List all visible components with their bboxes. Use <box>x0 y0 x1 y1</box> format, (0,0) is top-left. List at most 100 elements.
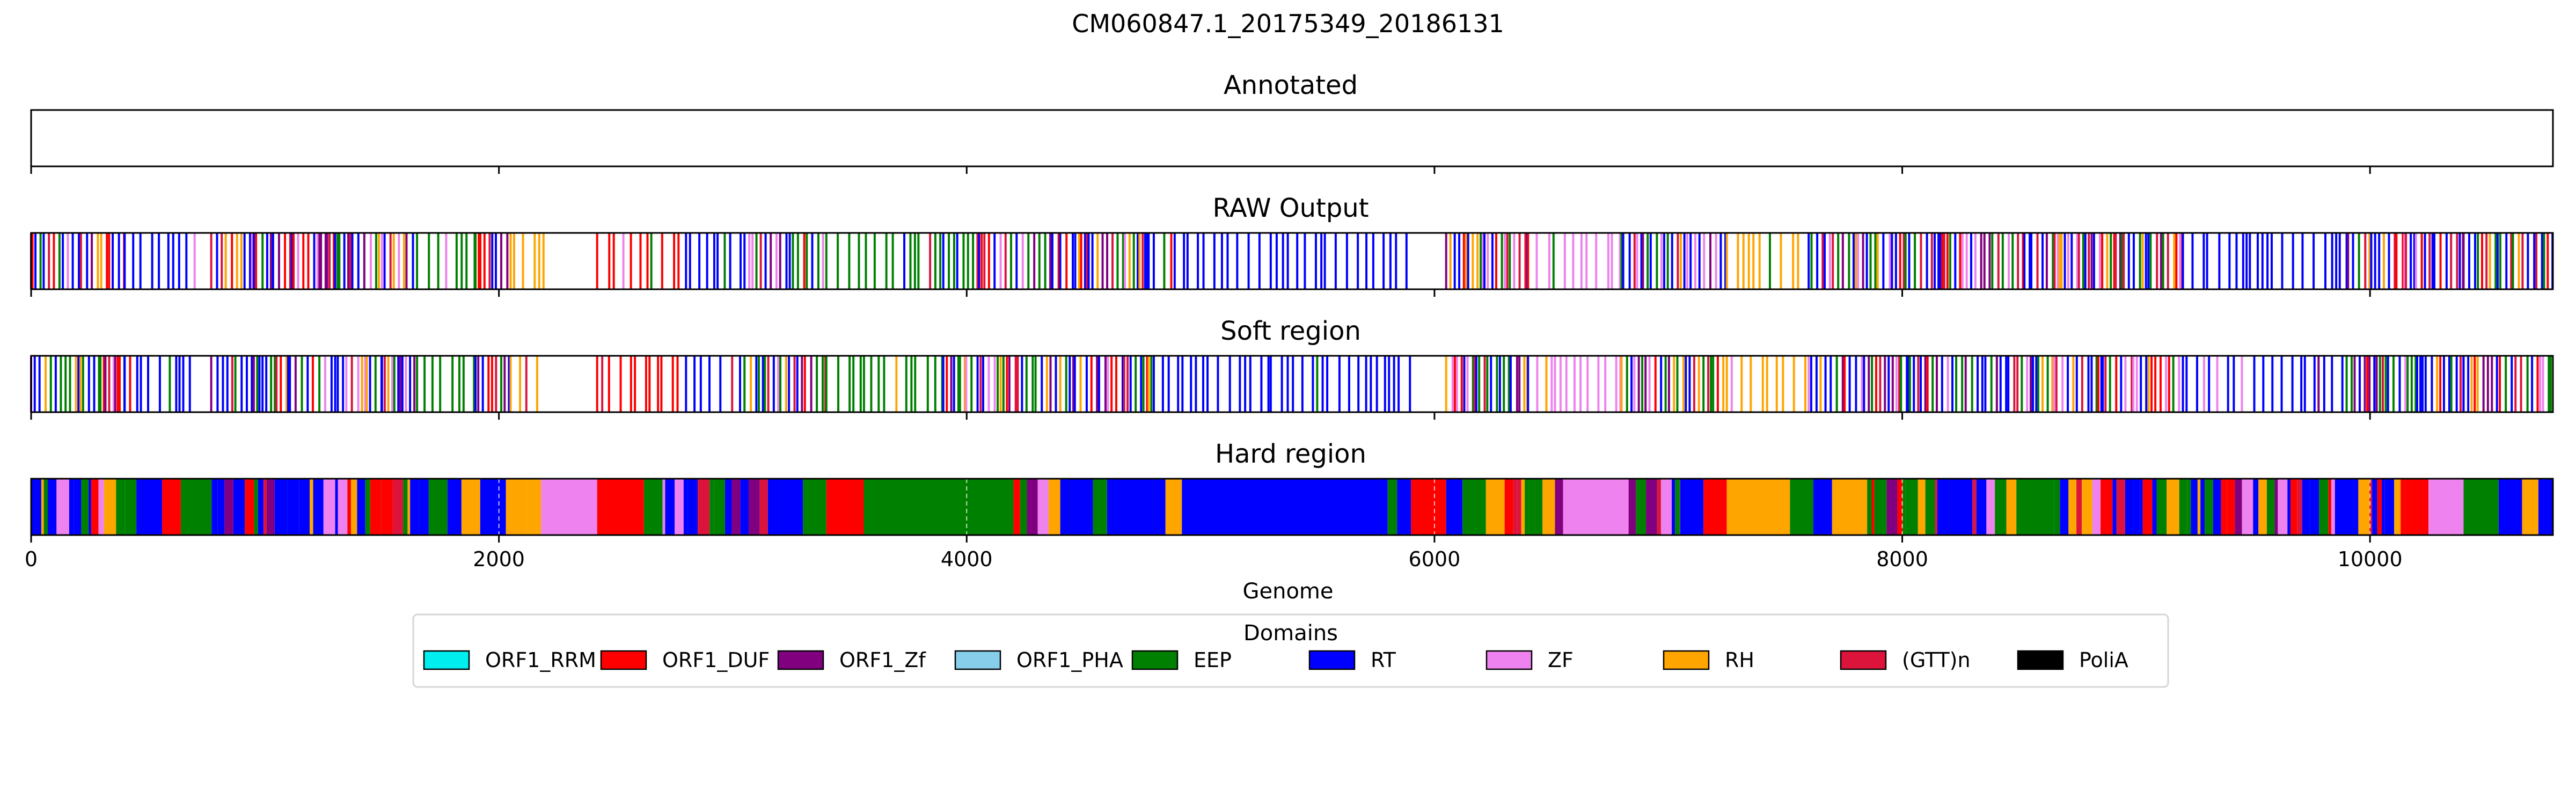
domain-block <box>2274 479 2278 535</box>
legend-swatch <box>1840 650 1887 670</box>
domain-block <box>1925 479 1935 535</box>
domain-block <box>2082 479 2092 535</box>
x-tick-label: 4000 <box>941 547 993 571</box>
domain-block <box>1874 479 1883 535</box>
domain-block <box>69 479 74 535</box>
domain-block <box>2063 479 2069 535</box>
domain-block <box>1529 479 1535 535</box>
legend-item: ORF1_RRM <box>423 648 596 672</box>
domain-block <box>863 479 1014 535</box>
domain-block <box>347 479 351 535</box>
domain-block <box>2319 479 2329 535</box>
domain-block <box>43 479 48 535</box>
legend-label: ORF1_Zf <box>839 648 926 672</box>
legend-item: RT <box>1308 648 1396 672</box>
domain-block <box>1703 479 1727 535</box>
domain-block <box>749 479 760 535</box>
legend-item: (GTT)n <box>1840 648 1971 672</box>
domain-block <box>370 479 382 535</box>
domain-block <box>767 479 803 535</box>
domain-block <box>287 479 299 535</box>
domain-block <box>683 479 688 535</box>
domain-block <box>1902 479 1906 535</box>
domain-block <box>526 479 541 535</box>
domain-block <box>2522 479 2538 535</box>
domain-block <box>2235 479 2242 535</box>
domain-block <box>2152 479 2157 535</box>
domain-block <box>1905 479 1918 535</box>
domain-block <box>254 479 258 535</box>
legend-swatch <box>423 650 470 670</box>
domain-block <box>2221 479 2227 535</box>
panel-title: Hard region <box>1215 439 1366 469</box>
panel-title: Annotated <box>1224 70 1358 100</box>
domain-block <box>2016 479 2019 535</box>
domain-block <box>541 479 597 535</box>
domain-block <box>1672 479 1675 535</box>
domain-block <box>2112 479 2117 535</box>
domain-block <box>1660 479 1672 535</box>
domain-block <box>1542 479 1555 535</box>
domain-block <box>350 479 357 535</box>
domain-block <box>2125 479 2134 535</box>
panel-hard-region: Hard region <box>30 439 2554 543</box>
legend-swatch <box>600 650 647 670</box>
panel-frame <box>30 478 2554 536</box>
domain-block <box>1535 479 1543 535</box>
domain-block <box>31 479 41 535</box>
domain-block <box>2019 479 2054 535</box>
panel-marks <box>30 356 2552 412</box>
domain-block <box>136 479 163 535</box>
domain-block <box>1013 479 1020 535</box>
domain-block <box>1517 479 1521 535</box>
domain-block <box>2463 479 2499 535</box>
legend-item: ORF1_PHA <box>954 648 1123 672</box>
domain-block <box>2191 479 2198 535</box>
legend-swatch <box>1308 650 1356 670</box>
legend-label: EEP <box>1194 648 1232 672</box>
domain-block <box>89 479 91 535</box>
domain-block <box>1165 479 1182 535</box>
domain-block <box>2227 479 2235 535</box>
domain-block <box>2167 479 2179 535</box>
domain-block <box>1563 479 1629 535</box>
domain-block <box>2302 479 2310 535</box>
legend-swatch <box>1663 650 1710 670</box>
domain-block <box>1646 479 1657 535</box>
domain-block <box>403 479 408 535</box>
domain-block <box>428 479 448 535</box>
domain-block <box>731 479 741 535</box>
domain-block <box>826 479 864 535</box>
domain-block <box>224 479 233 535</box>
domain-block <box>1027 479 1038 535</box>
domain-block <box>2428 479 2440 535</box>
legend-label: ZF <box>1548 648 1574 672</box>
legend-entries: ORF1_RRM ORF1_DUF ORF1_Zf ORF1_PHA EEP RT ZF RH… <box>423 648 2128 672</box>
domain-block <box>1446 479 1463 535</box>
legend-label: (GTT)n <box>1902 648 1971 672</box>
x-tick-labels: 0 2000 4000 6000 8000 10000 <box>25 547 2403 571</box>
panel-marks <box>30 233 2554 289</box>
domain-block <box>2242 479 2253 535</box>
legend-swatch <box>954 650 1001 670</box>
domain-block <box>211 479 218 535</box>
domain-block <box>1937 479 1973 535</box>
domain-block <box>2142 479 2153 535</box>
x-tick-label: 8000 <box>1876 547 1928 571</box>
domain-block <box>98 479 104 535</box>
domain-block <box>461 479 480 535</box>
domain-block <box>2068 479 2077 535</box>
panel-background <box>31 233 2553 289</box>
legend-item: ZF <box>1485 648 1574 672</box>
panel-marks <box>31 479 2553 535</box>
domain-block <box>1521 479 1525 535</box>
domain-block <box>724 479 732 535</box>
legend-swatch <box>1131 650 1179 670</box>
domain-block <box>2297 479 2302 535</box>
panel-frame <box>30 109 2554 167</box>
domain-block <box>698 479 710 535</box>
domain-block <box>299 479 310 535</box>
domain-block <box>1485 479 1505 535</box>
domain-block <box>116 479 125 535</box>
